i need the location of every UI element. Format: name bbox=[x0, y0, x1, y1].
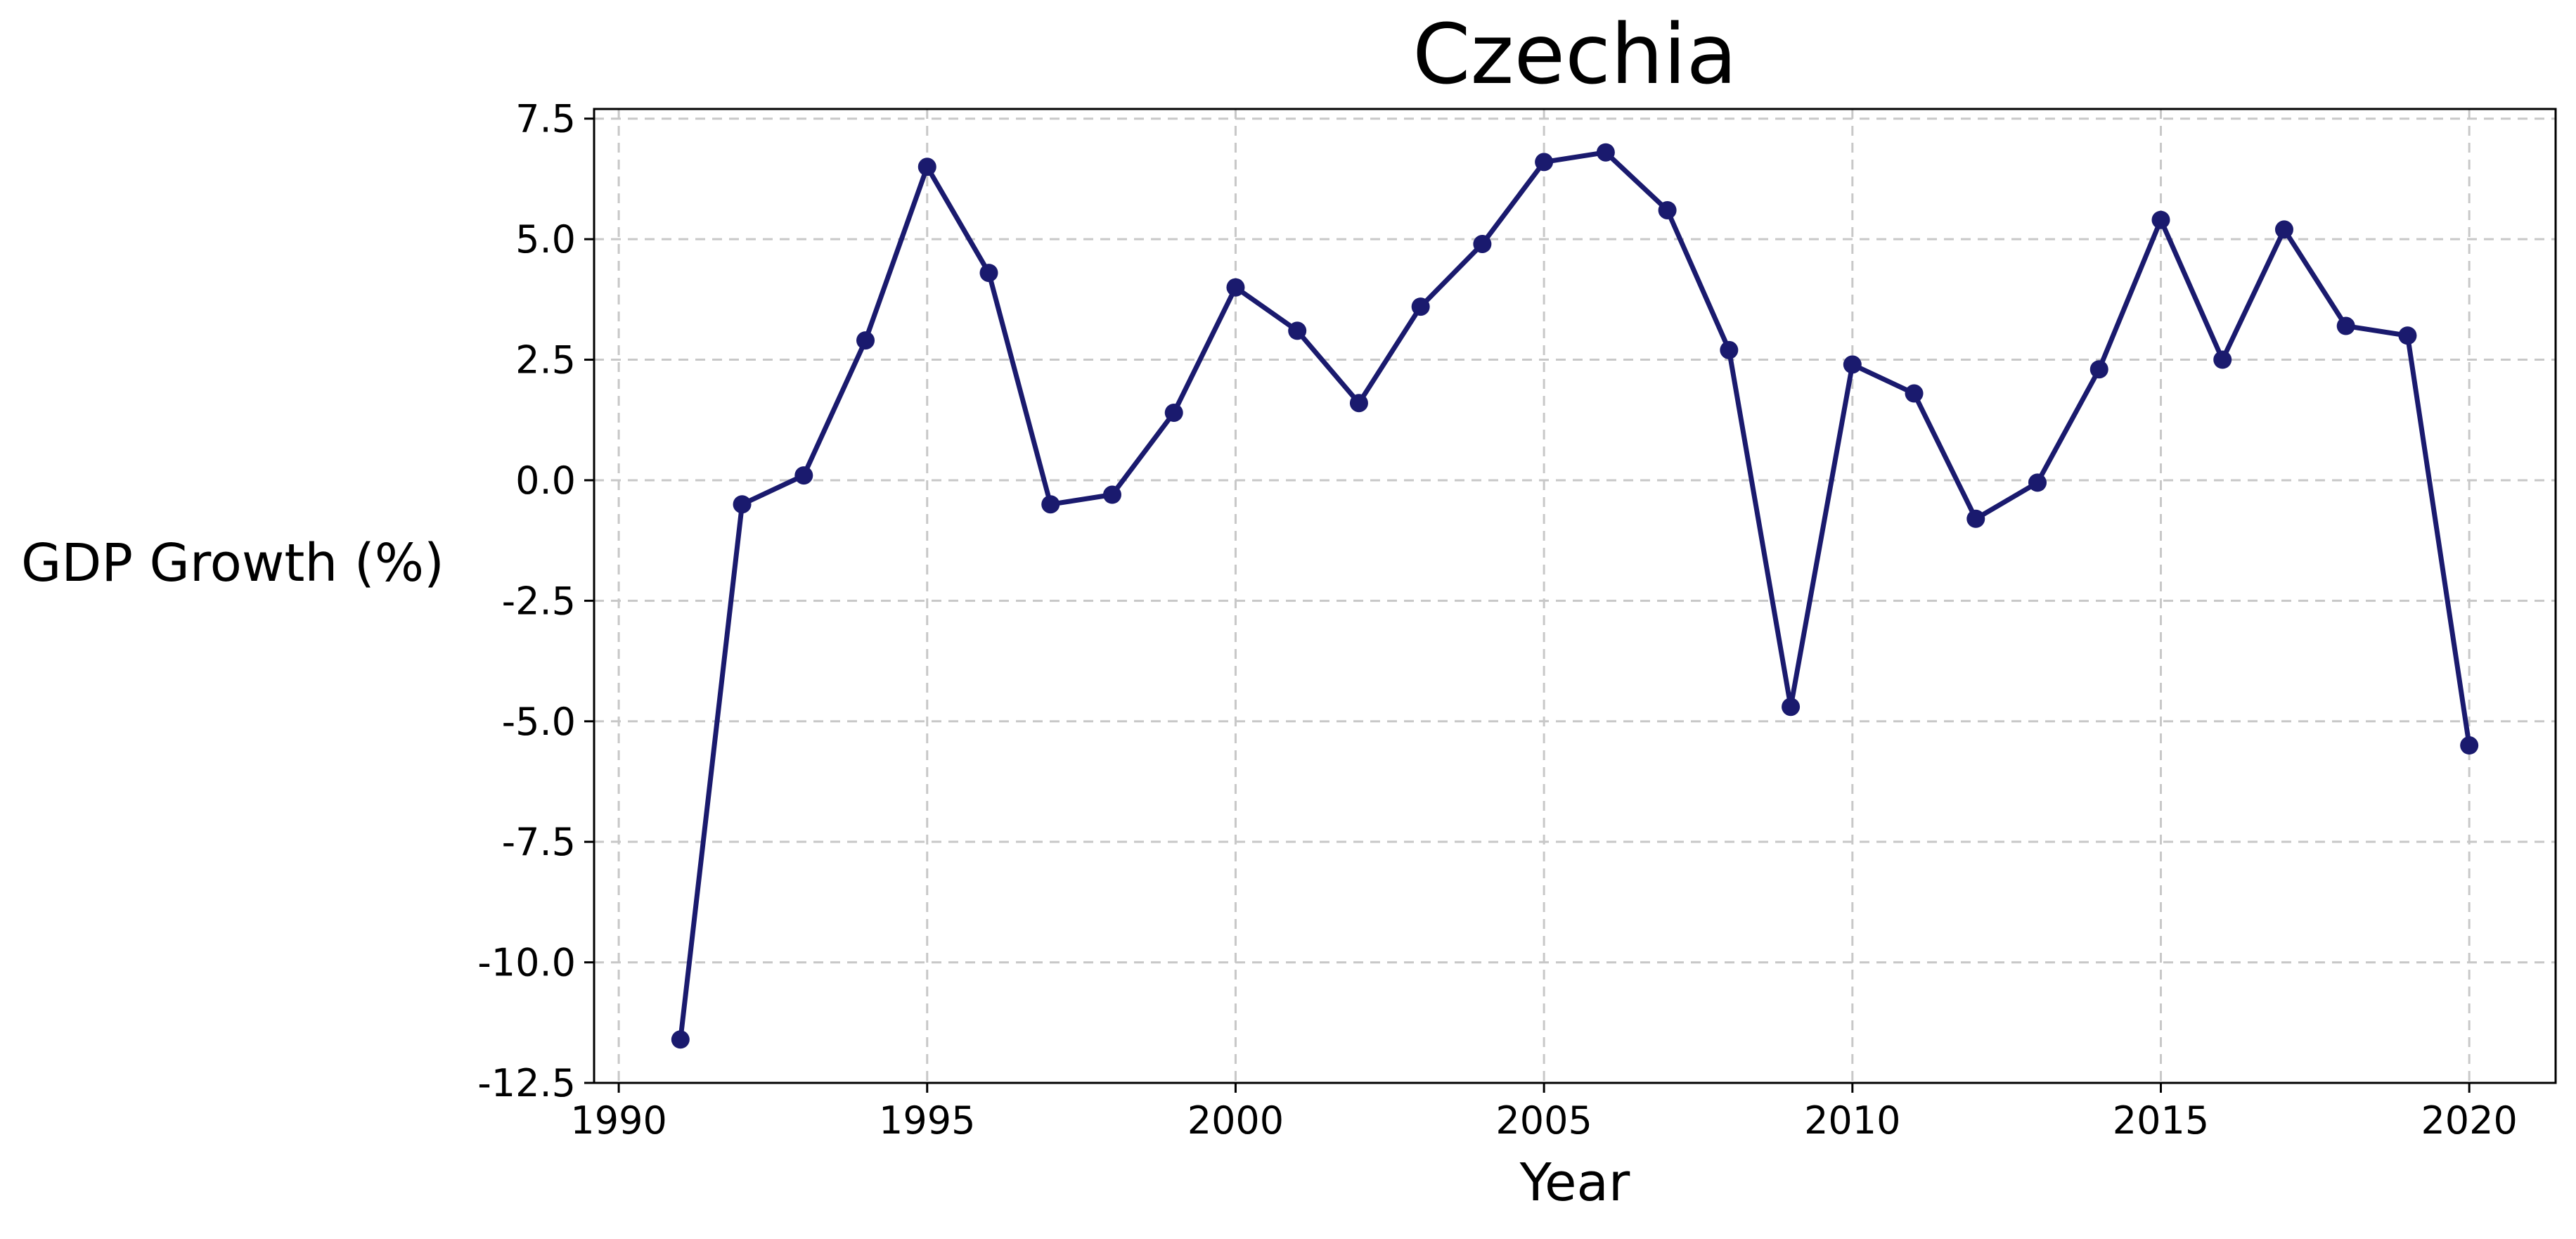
grid-lines bbox=[594, 109, 2556, 1084]
y-tick-label: 7.5 bbox=[515, 97, 576, 141]
data-point bbox=[856, 331, 875, 350]
data-point bbox=[2336, 316, 2355, 335]
y-tick-label: -5.0 bbox=[502, 700, 576, 744]
x-tick-label: 2020 bbox=[2421, 1098, 2517, 1143]
x-tick-label: 2010 bbox=[1804, 1098, 1900, 1143]
data-point bbox=[1905, 384, 1924, 403]
data-point bbox=[1720, 340, 1739, 359]
data-point bbox=[2460, 736, 2479, 755]
data-point bbox=[2028, 473, 2047, 492]
y-tick-label: -12.5 bbox=[477, 1061, 576, 1105]
data-point bbox=[1658, 200, 1677, 219]
data-point bbox=[1164, 403, 1183, 422]
y-tick-label: 5.0 bbox=[515, 217, 576, 262]
y-tick-label: -10.0 bbox=[477, 941, 576, 985]
data-series bbox=[671, 143, 2479, 1049]
y-tick-label: -7.5 bbox=[502, 820, 576, 864]
data-point bbox=[1782, 698, 1801, 717]
data-point bbox=[1473, 234, 1492, 253]
data-point bbox=[1966, 509, 1985, 528]
data-point bbox=[671, 1030, 690, 1049]
data-point bbox=[2151, 210, 2170, 229]
data-point bbox=[1843, 355, 1862, 374]
data-point bbox=[1288, 321, 1307, 340]
data-point bbox=[2274, 220, 2293, 239]
y-axis: 7.5 5.0 2.5 0.0 -2.5 -5.0 -7.5 -10.0 -12.5 bbox=[477, 97, 594, 1105]
x-tick-label: 1990 bbox=[570, 1098, 666, 1143]
data-point bbox=[1596, 143, 1615, 162]
y-tick-label: 0.0 bbox=[515, 458, 576, 503]
data-point bbox=[917, 158, 936, 176]
series-line bbox=[678, 150, 2472, 1042]
data-point bbox=[794, 466, 813, 485]
x-tick-label: 2015 bbox=[2113, 1098, 2209, 1143]
x-tick-label: 2000 bbox=[1187, 1098, 1284, 1143]
data-point bbox=[2398, 326, 2417, 345]
data-point bbox=[1102, 485, 1121, 504]
data-point bbox=[1041, 495, 1060, 514]
data-point bbox=[733, 495, 752, 514]
y-tick-label: 2.5 bbox=[515, 338, 576, 383]
data-point bbox=[1349, 394, 1368, 413]
data-point bbox=[1535, 153, 1554, 172]
x-axis: 1990 1995 2000 2005 2010 2015 2020 bbox=[570, 1083, 2518, 1143]
x-tick-label: 2005 bbox=[1495, 1098, 1592, 1143]
plot-area-frame bbox=[593, 108, 2557, 1084]
x-axis-label: Year bbox=[1519, 1153, 1630, 1213]
data-point bbox=[2213, 350, 2232, 369]
data-point bbox=[979, 264, 998, 283]
y-axis-label: GDP Growth (%) bbox=[21, 533, 444, 593]
x-tick-label: 1995 bbox=[879, 1098, 975, 1143]
chart-title: Czechia bbox=[1412, 6, 1737, 103]
data-point bbox=[1226, 278, 1245, 297]
y-tick-label: -2.5 bbox=[502, 579, 576, 623]
data-point bbox=[1411, 297, 1430, 316]
data-point bbox=[2089, 360, 2108, 379]
